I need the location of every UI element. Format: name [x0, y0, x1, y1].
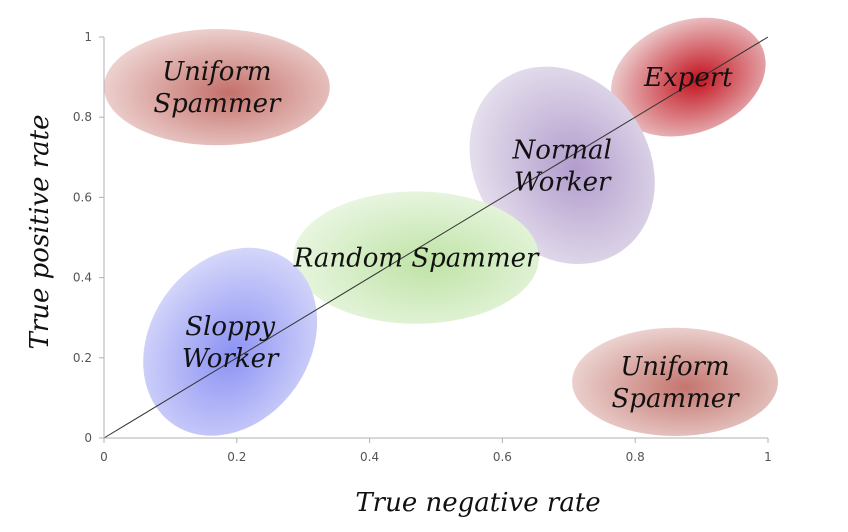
region-label: Uniform — [620, 352, 729, 382]
region-ellipse — [469, 66, 655, 265]
y-tick-label: 0.6 — [73, 190, 92, 204]
region-ellipse — [293, 191, 539, 324]
region-ellipse — [104, 28, 330, 146]
y-tick-label: 0.4 — [73, 271, 92, 285]
x-tick-label: 0.4 — [360, 450, 379, 464]
region-label: Expert — [643, 63, 733, 93]
y-tick-label: 0 — [84, 431, 92, 445]
region-label: Worker — [182, 344, 280, 374]
y-axis-title: True positive rate — [25, 115, 55, 350]
x-tick-label: 1 — [764, 450, 772, 464]
region-label: Normal — [512, 135, 612, 165]
region-label: Uniform — [162, 57, 271, 87]
y-tick-label: 0.2 — [73, 351, 92, 365]
diagonal-line — [103, 36, 769, 439]
region-label: Random Spammer — [293, 244, 540, 274]
region-ellipse — [143, 247, 318, 436]
x-ticks-layer: 0 0.2 0.4 0.6 0.8 1 — [100, 438, 772, 464]
x-axis-title: True negative rate — [355, 488, 600, 518]
x-tick-label: 0.6 — [493, 450, 512, 464]
x-tick-label: 0.8 — [626, 450, 645, 464]
x-tick-label: 0 — [100, 450, 108, 464]
region-label: Worker — [514, 167, 612, 197]
y-tick-label: 0.8 — [73, 110, 92, 124]
region-ellipse — [611, 17, 766, 137]
region-ellipse — [572, 327, 778, 436]
x-tick-label: 0.2 — [227, 450, 246, 464]
regions-layer — [104, 17, 778, 436]
y-ticks-layer: 0 0.2 0.4 0.6 0.8 1 — [73, 30, 104, 445]
region-label: Spammer — [611, 384, 740, 414]
region-label: Sloppy — [185, 312, 275, 342]
region-label: Spammer — [153, 89, 282, 119]
y-tick-label: 1 — [84, 30, 92, 44]
